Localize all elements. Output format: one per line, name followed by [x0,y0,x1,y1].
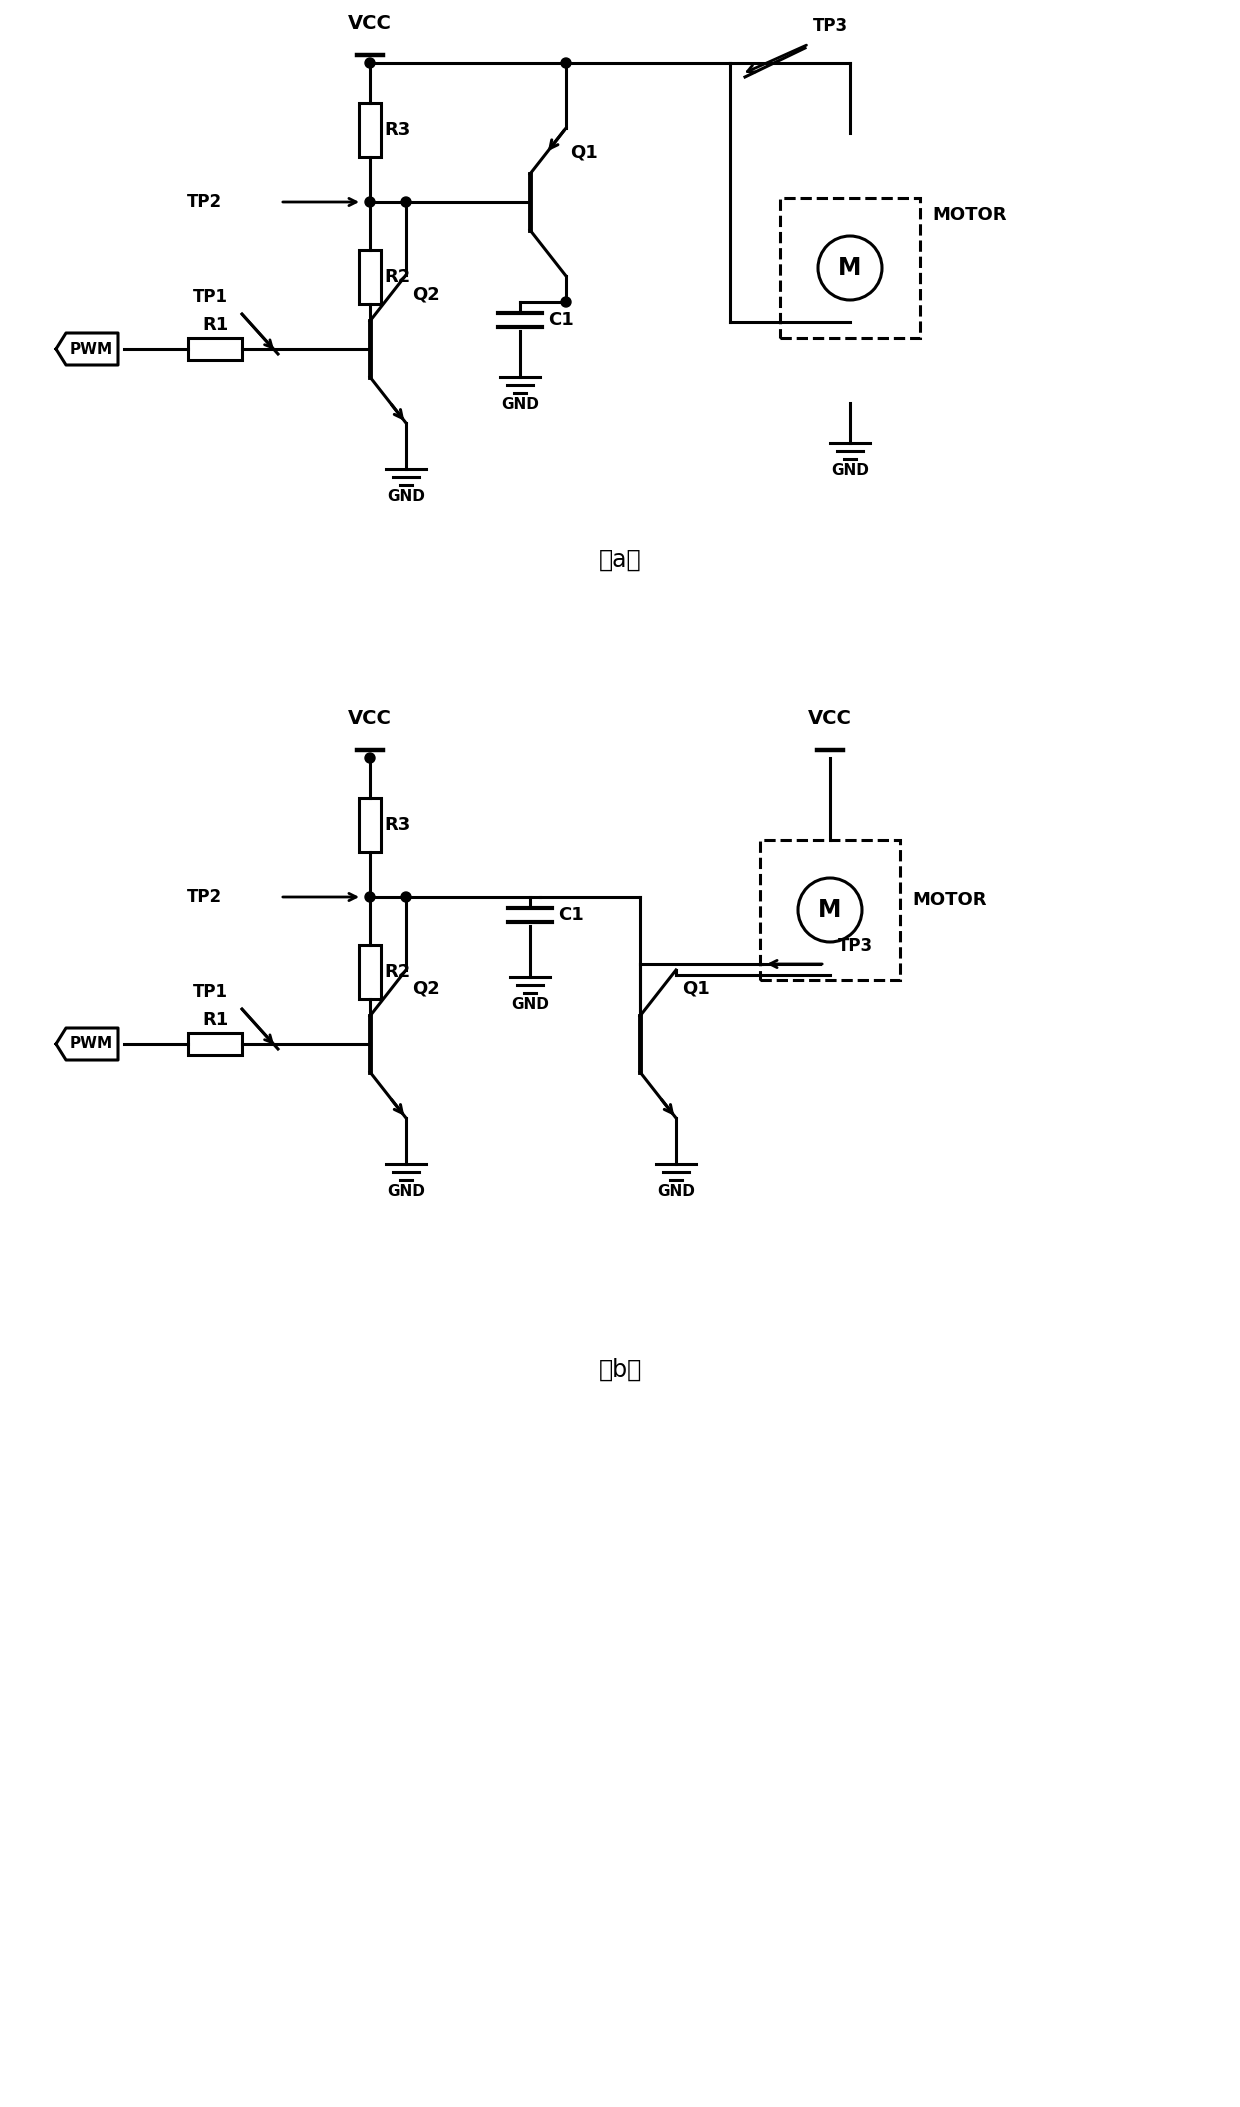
Text: GND: GND [501,396,539,413]
Text: Q1: Q1 [682,980,709,999]
Bar [360,251,381,303]
Text: C1: C1 [558,906,584,925]
Bar [188,337,242,360]
Text: Q1: Q1 [570,143,598,160]
Text: GND: GND [831,464,869,478]
Text: GND: GND [387,489,425,504]
Text: C1: C1 [548,312,574,329]
Text: TP1: TP1 [192,289,227,306]
Text: GND: GND [387,1184,425,1199]
Polygon shape [56,333,118,365]
Circle shape [401,891,410,902]
Polygon shape [56,1028,118,1060]
Text: R1: R1 [202,1011,228,1028]
Text: Q2: Q2 [412,980,440,999]
Circle shape [560,297,570,308]
Bar [780,198,920,337]
Bar [188,1032,242,1056]
Text: TP1: TP1 [192,984,227,1001]
Text: （b）: （b） [599,1359,641,1382]
Text: TP3: TP3 [813,17,848,36]
Text: PWM: PWM [69,1037,113,1051]
Circle shape [401,196,410,206]
Text: M: M [818,898,842,923]
Text: GND: GND [511,997,549,1011]
Text: VCC: VCC [808,708,852,729]
Text: PWM: PWM [69,341,113,356]
Text: TP2: TP2 [187,887,222,906]
Bar [760,841,900,980]
Text: M: M [838,255,862,280]
Text: R3: R3 [384,120,410,139]
Text: TP3: TP3 [838,938,873,954]
Text: R1: R1 [202,316,228,335]
Text: VCC: VCC [348,15,392,34]
Circle shape [365,891,374,902]
Bar [360,799,381,851]
Bar [360,946,381,999]
Text: TP2: TP2 [187,194,222,211]
Circle shape [560,59,570,67]
Text: R2: R2 [384,963,410,982]
Circle shape [365,752,374,763]
Text: R3: R3 [384,815,410,834]
Text: （a）: （a） [599,548,641,571]
Text: GND: GND [657,1184,694,1199]
Text: VCC: VCC [348,708,392,729]
Bar [360,103,381,158]
Text: MOTOR: MOTOR [932,206,1007,223]
Text: MOTOR: MOTOR [911,891,987,908]
Text: R2: R2 [384,268,410,287]
Text: Q2: Q2 [412,284,440,303]
Circle shape [365,59,374,67]
Circle shape [365,196,374,206]
